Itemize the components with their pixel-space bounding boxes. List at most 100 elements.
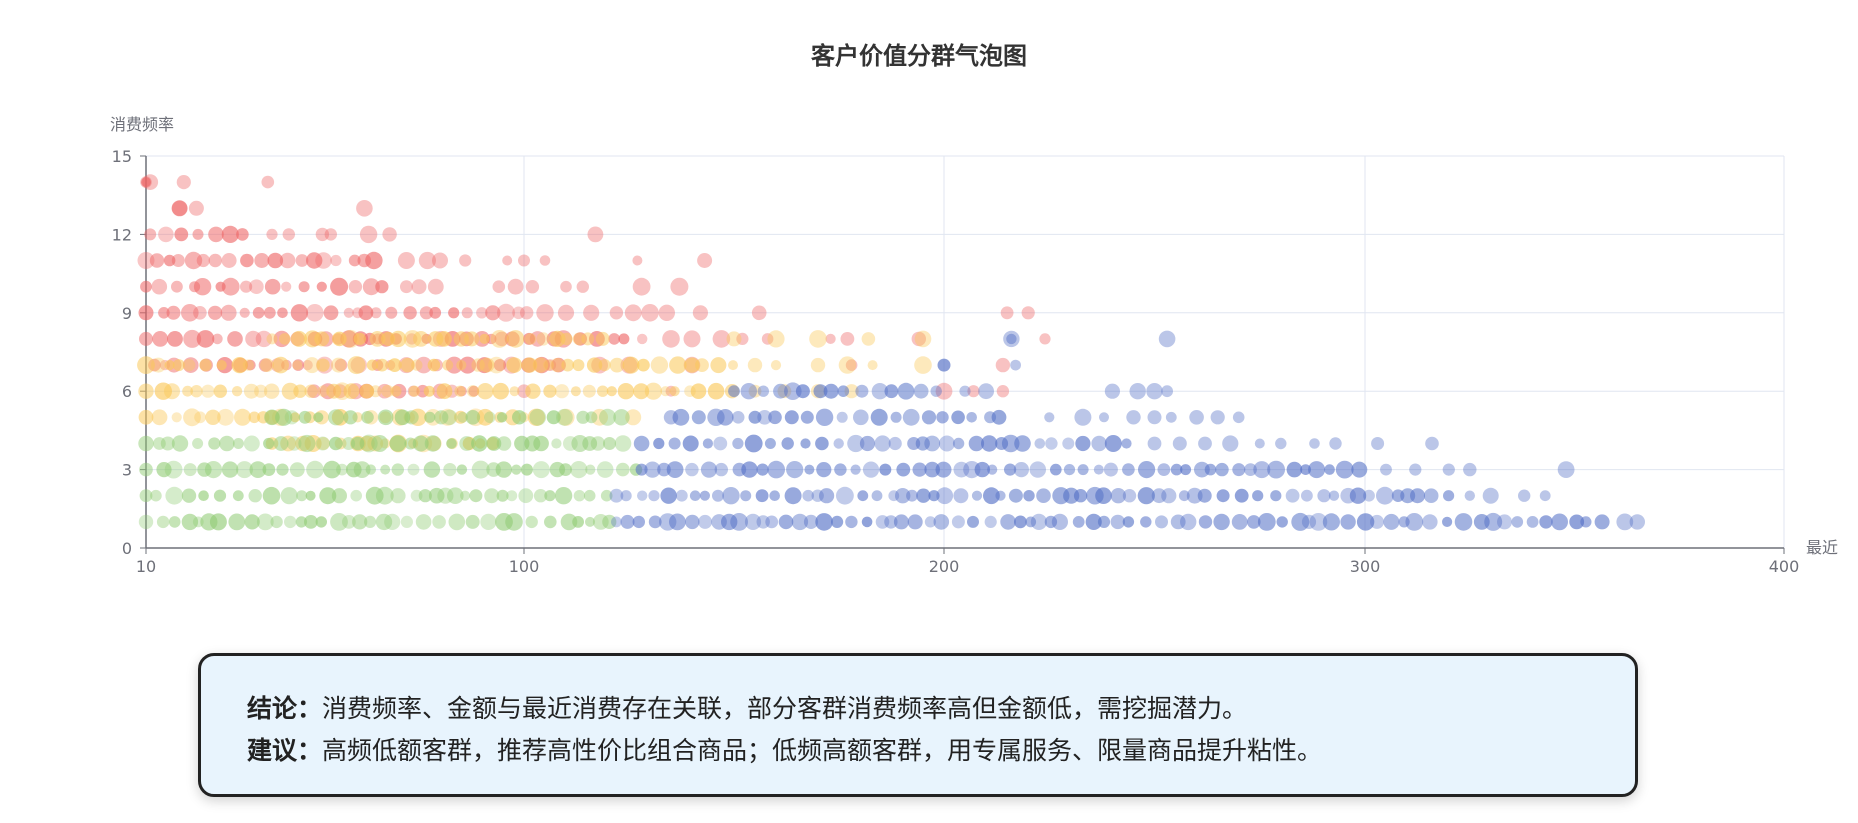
scatter-point	[437, 487, 454, 504]
scatter-point	[1252, 490, 1264, 502]
scatter-point	[358, 305, 374, 321]
scatter-point	[304, 435, 322, 452]
scatter-point	[295, 516, 308, 528]
scatter-point	[602, 514, 617, 530]
scatter-point	[632, 277, 651, 296]
scatter-point	[707, 382, 725, 400]
scatter-point	[400, 515, 413, 529]
scatter-point	[262, 486, 281, 505]
scatter-point	[456, 360, 467, 371]
scatter-point	[227, 331, 243, 347]
scatter-point	[1557, 461, 1575, 478]
scatter-point	[1072, 516, 1085, 528]
scatter-point	[205, 409, 221, 425]
scatter-point	[1616, 513, 1634, 531]
scatter-point	[551, 357, 566, 373]
scatter-point	[465, 410, 481, 425]
scatter-point	[533, 489, 548, 503]
scatter-point	[648, 490, 660, 502]
scatter-point	[1000, 306, 1014, 320]
scatter-point	[644, 461, 661, 478]
scatter-point	[511, 464, 522, 475]
scatter-point	[556, 408, 573, 426]
scatter-point	[744, 513, 762, 531]
scatter-point	[138, 514, 154, 530]
scatter-point	[249, 279, 264, 295]
scatter-point	[800, 410, 814, 424]
scatter-point	[476, 307, 488, 319]
scatter-point	[341, 329, 360, 348]
scatter-point	[359, 383, 375, 399]
scatter-point	[171, 280, 183, 293]
scatter-point	[524, 333, 537, 345]
scatter-point	[585, 411, 598, 424]
scatter-point	[1014, 515, 1027, 529]
scatter-point	[844, 384, 859, 399]
scatter-point	[1300, 464, 1311, 475]
scatter-point	[938, 435, 955, 452]
scatter-point	[1025, 516, 1037, 528]
scatter-point	[196, 330, 215, 348]
scatter-point	[454, 385, 466, 397]
scatter-point	[291, 330, 307, 347]
scatter-point	[506, 490, 518, 502]
scatter-point	[397, 252, 415, 269]
scatter-point	[1198, 436, 1212, 451]
scatter-point	[316, 281, 327, 292]
scatter-point	[165, 486, 184, 505]
scatter-point	[479, 357, 495, 373]
scatter-point	[1110, 488, 1127, 504]
scatter-point	[276, 463, 289, 476]
scatter-point	[466, 385, 479, 398]
scatter-point	[747, 357, 763, 373]
scatter-point	[609, 357, 625, 373]
scatter-point	[350, 489, 363, 502]
scatter-point	[1454, 513, 1473, 531]
scatter-point	[365, 486, 384, 505]
scatter-point	[684, 357, 700, 373]
scatter-point	[778, 514, 794, 530]
scatter-point	[554, 487, 573, 505]
scatter-point	[529, 408, 547, 426]
scatter-point	[1356, 513, 1375, 531]
scatter-point	[657, 462, 671, 477]
scatter-point	[181, 304, 199, 322]
scatter-point	[183, 359, 196, 372]
scatter-point	[695, 358, 709, 372]
scatter-point	[967, 515, 979, 528]
scatter-point	[608, 333, 620, 345]
scatter-point	[1161, 385, 1173, 398]
scatter-point	[494, 331, 510, 347]
scatter-point	[632, 255, 643, 266]
scatter-point	[1051, 513, 1068, 531]
scatter-point	[576, 410, 590, 424]
scatter-point	[597, 385, 609, 397]
scatter-point	[432, 515, 446, 529]
x-tick-label: 200	[929, 557, 960, 576]
scatter-point	[151, 409, 168, 426]
scatter-point	[666, 461, 684, 478]
scatter-point	[1138, 461, 1156, 479]
scatter-point	[174, 227, 189, 242]
scatter-point	[731, 411, 745, 424]
scatter-point	[572, 359, 585, 372]
scatter-point	[810, 357, 826, 373]
scatter-point	[1178, 490, 1190, 502]
scatter-point	[819, 488, 835, 504]
scatter-point	[521, 357, 538, 373]
scatter-point	[523, 332, 535, 345]
scatter-point	[600, 489, 613, 502]
scatter-point	[221, 461, 239, 478]
scatter-point	[1351, 461, 1368, 478]
scatter-point	[298, 434, 316, 453]
scatter-point	[403, 306, 417, 320]
scatter-point	[1044, 412, 1055, 423]
scatter-point	[1014, 435, 1031, 452]
scatter-point	[1097, 515, 1111, 529]
scatter-point	[859, 435, 876, 452]
scatter-point	[895, 488, 911, 504]
scatter-point	[192, 228, 204, 240]
scatter-point	[181, 488, 197, 503]
scatter-point	[493, 359, 506, 372]
scatter-point	[273, 436, 289, 451]
